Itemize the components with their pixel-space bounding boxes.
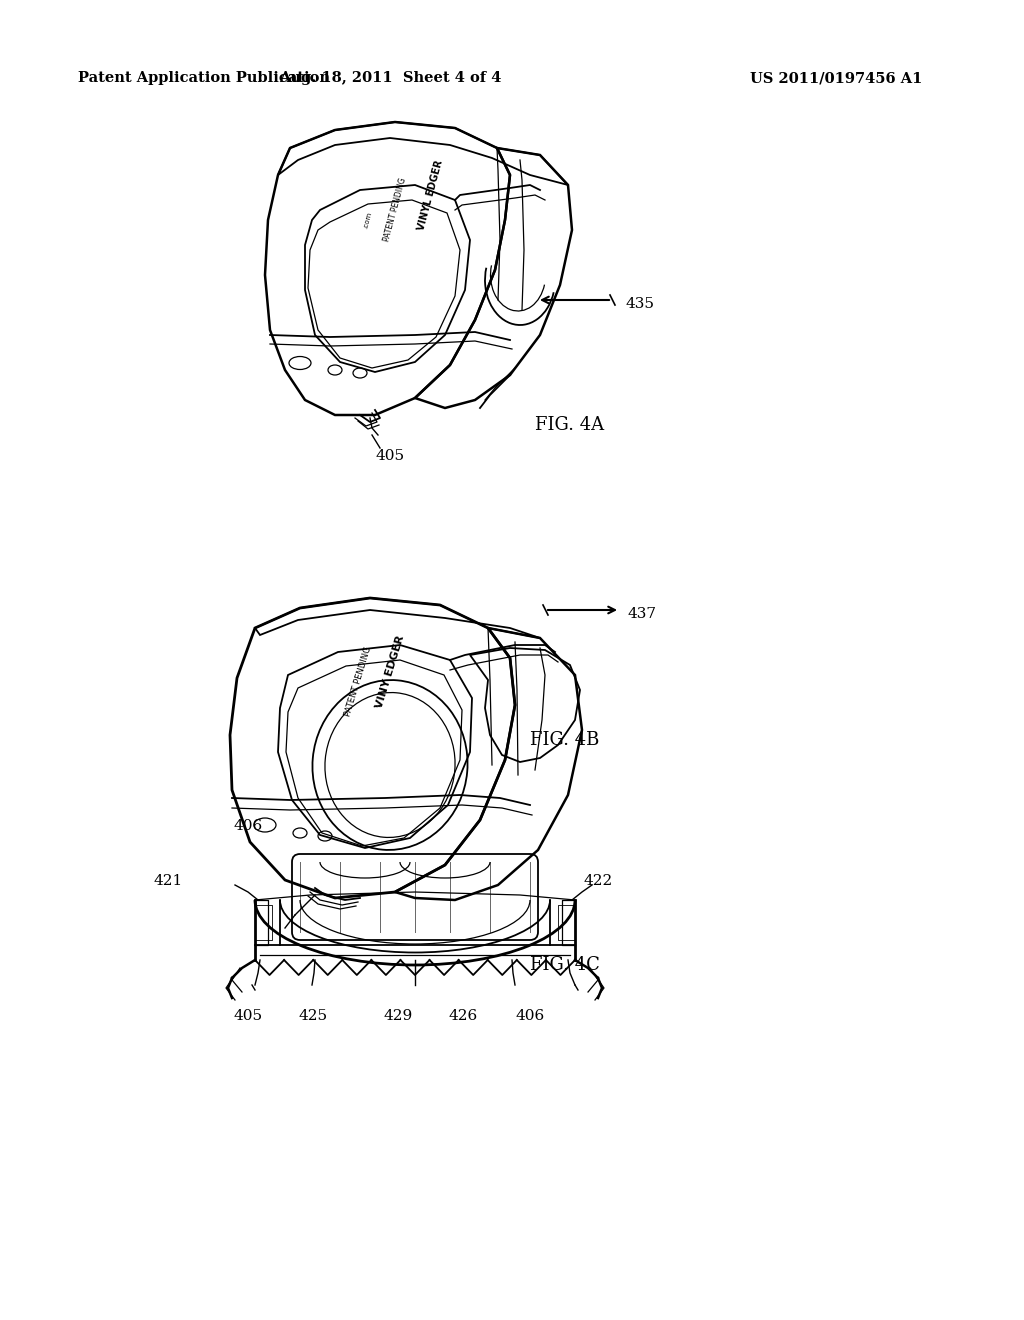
Text: PATENT PENDING: PATENT PENDING: [343, 645, 373, 718]
Text: 422: 422: [583, 874, 612, 888]
Text: 437: 437: [628, 607, 657, 620]
Text: 426: 426: [449, 1008, 477, 1023]
Text: 406: 406: [515, 1008, 545, 1023]
Text: 425: 425: [298, 1008, 328, 1023]
Text: 421: 421: [154, 874, 183, 888]
Text: FIG. 4A: FIG. 4A: [536, 416, 604, 434]
Text: 435: 435: [625, 297, 654, 312]
Text: FIG. 4C: FIG. 4C: [530, 956, 600, 974]
Text: US 2011/0197456 A1: US 2011/0197456 A1: [750, 71, 923, 84]
Text: 429: 429: [383, 1008, 413, 1023]
Text: VINY EDGER: VINY EDGER: [374, 634, 406, 710]
Text: VINYL EDGER: VINYL EDGER: [416, 158, 444, 231]
Text: Patent Application Publication: Patent Application Publication: [78, 71, 330, 84]
Text: PATENT PENDING: PATENT PENDING: [382, 177, 408, 243]
Text: FIG. 4B: FIG. 4B: [530, 731, 600, 748]
Text: .com: .com: [362, 211, 373, 230]
Text: 405: 405: [233, 1008, 262, 1023]
Text: Aug. 18, 2011  Sheet 4 of 4: Aug. 18, 2011 Sheet 4 of 4: [279, 71, 501, 84]
Text: 405: 405: [376, 449, 404, 463]
Text: 406: 406: [233, 818, 262, 833]
